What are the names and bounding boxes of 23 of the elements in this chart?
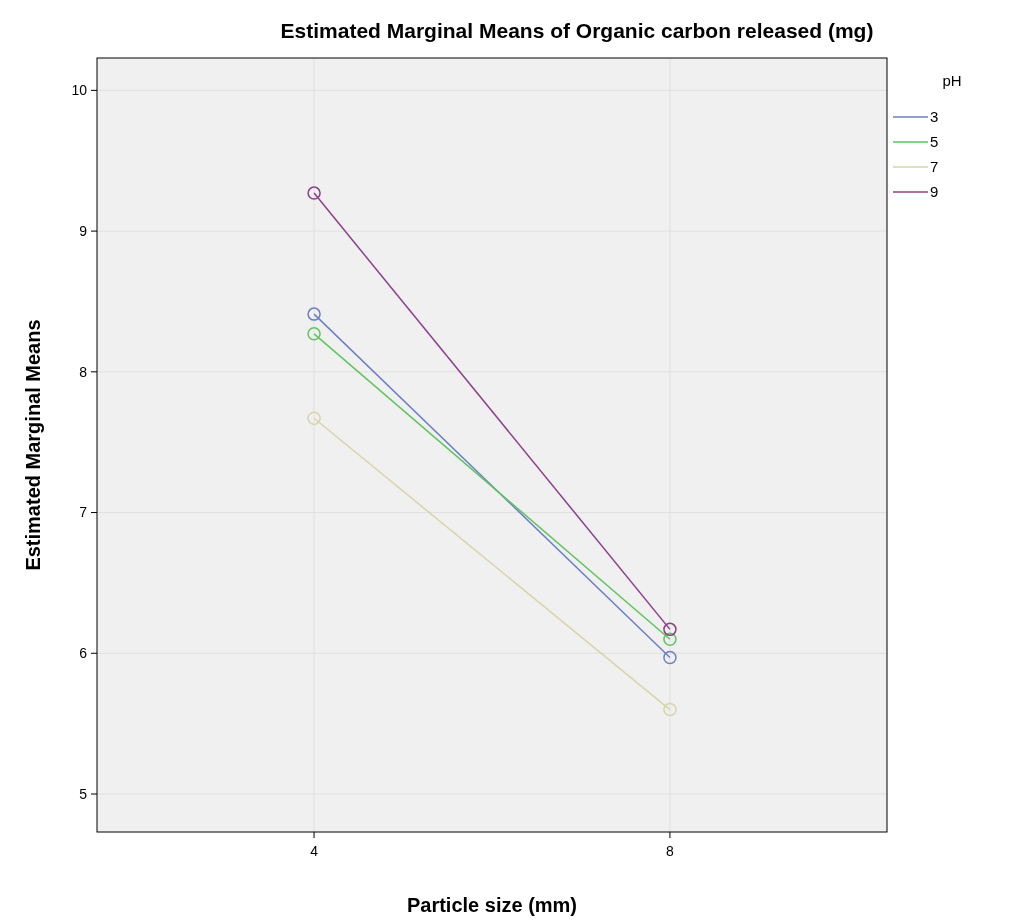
- legend-title: pH: [942, 72, 962, 89]
- x-axis-title: Particle size (mm): [406, 894, 578, 916]
- chart-title: Estimated Marginal Means of Organic carbon released (mg): [280, 19, 874, 42]
- y-axis-title: Estimated Marginal Means: [22, 319, 44, 571]
- point: [663, 650, 677, 665]
- point: [307, 411, 321, 426]
- y-tick-label: 8: [79, 363, 88, 380]
- legend-label: 9: [930, 183, 939, 201]
- point: [663, 632, 677, 646]
- point: [307, 186, 321, 200]
- y-tick-label: 9: [79, 222, 88, 239]
- x-tick-label: 4: [310, 843, 319, 859]
- point: [307, 327, 321, 341]
- y-tick-label: 6: [79, 645, 88, 662]
- point: [307, 307, 321, 321]
- y-tick-label: 7: [79, 504, 88, 521]
- legend-label: 7: [930, 158, 939, 176]
- legend-label: 3: [930, 108, 939, 126]
- y-tick-label: 5: [79, 785, 88, 802]
- point: [663, 702, 677, 717]
- legend-label: 5: [930, 133, 939, 151]
- point: [663, 622, 677, 637]
- y-tick-label: 10: [71, 82, 88, 99]
